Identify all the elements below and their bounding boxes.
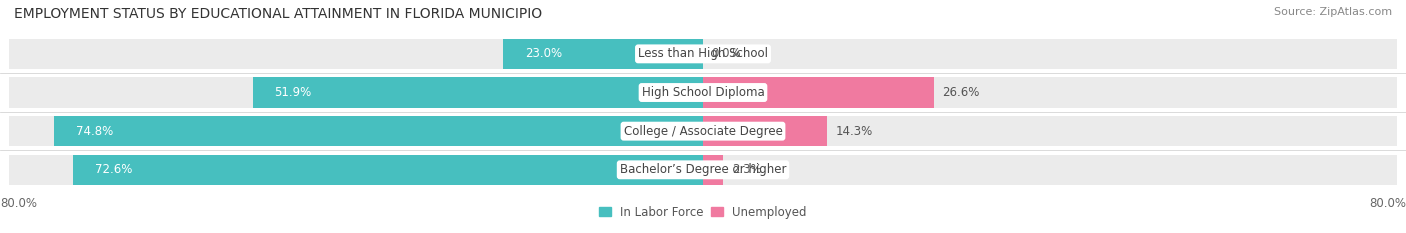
Text: 74.8%: 74.8%: [76, 125, 112, 138]
Bar: [703, 77, 934, 108]
Bar: [8, 77, 1398, 108]
Text: 80.0%: 80.0%: [0, 197, 37, 210]
Text: 80.0%: 80.0%: [1369, 197, 1406, 210]
Text: 0.0%: 0.0%: [711, 47, 741, 60]
Bar: [503, 39, 703, 69]
Bar: [8, 116, 1398, 146]
Bar: [8, 39, 1398, 69]
Text: 72.6%: 72.6%: [94, 163, 132, 176]
Bar: [53, 116, 703, 146]
Bar: [253, 77, 703, 108]
Bar: [703, 155, 723, 185]
Text: 23.0%: 23.0%: [524, 47, 562, 60]
Text: College / Associate Degree: College / Associate Degree: [624, 125, 782, 138]
Text: Bachelor’s Degree or higher: Bachelor’s Degree or higher: [620, 163, 786, 176]
Text: 26.6%: 26.6%: [942, 86, 980, 99]
Text: 14.3%: 14.3%: [835, 125, 873, 138]
Text: 2.3%: 2.3%: [731, 163, 762, 176]
Text: Source: ZipAtlas.com: Source: ZipAtlas.com: [1274, 7, 1392, 17]
Text: EMPLOYMENT STATUS BY EDUCATIONAL ATTAINMENT IN FLORIDA MUNICIPIO: EMPLOYMENT STATUS BY EDUCATIONAL ATTAINM…: [14, 7, 543, 21]
Text: High School Diploma: High School Diploma: [641, 86, 765, 99]
Bar: [73, 155, 703, 185]
Bar: [703, 116, 827, 146]
Text: Less than High School: Less than High School: [638, 47, 768, 60]
Legend: In Labor Force, Unemployed: In Labor Force, Unemployed: [599, 206, 807, 219]
Bar: [8, 155, 1398, 185]
Text: 51.9%: 51.9%: [274, 86, 312, 99]
